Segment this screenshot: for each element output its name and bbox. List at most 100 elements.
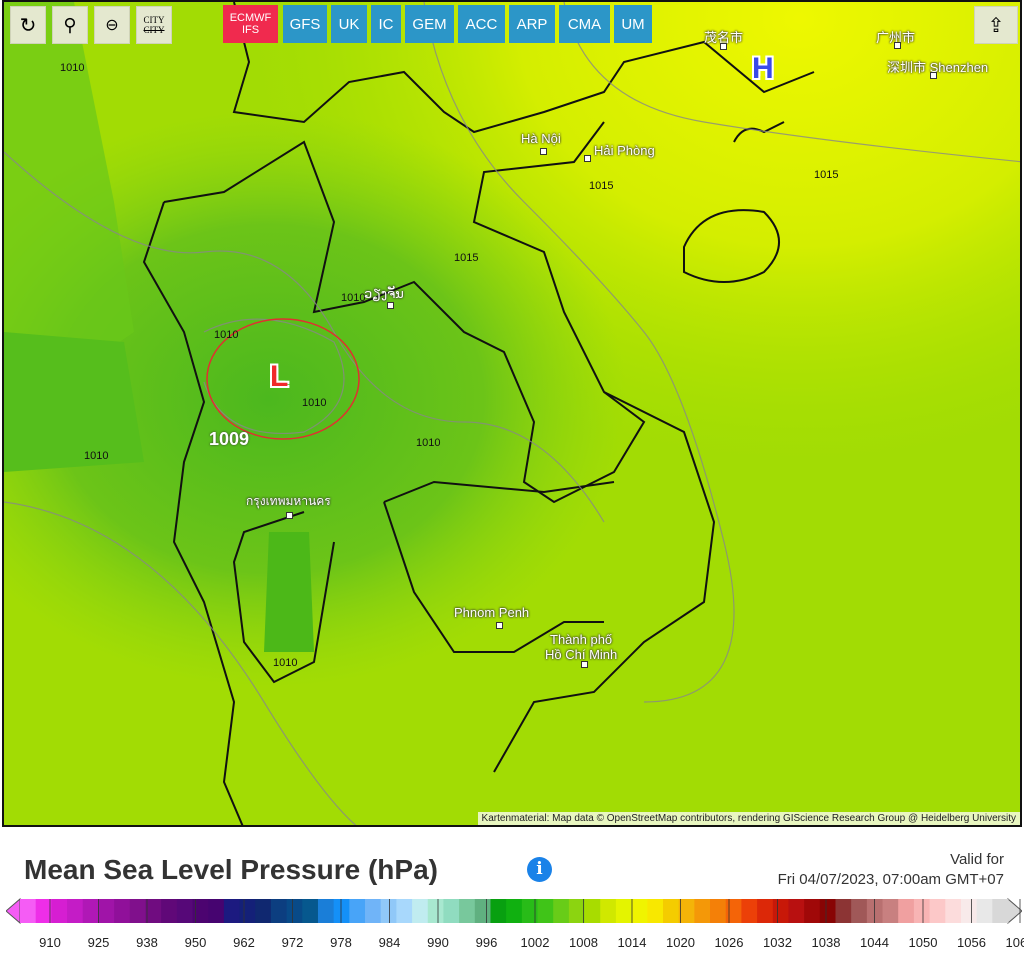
scale-swatch xyxy=(349,899,366,923)
scale-swatch xyxy=(365,899,382,923)
isobar-label: 1010 xyxy=(416,437,441,449)
model-tab-um[interactable]: UM xyxy=(614,5,652,43)
model-tab-cma[interactable]: CMA xyxy=(559,5,610,43)
scale-swatch xyxy=(929,899,946,923)
scale-swatch xyxy=(317,899,335,923)
location-button[interactable]: ⚲ xyxy=(52,6,88,44)
location-pin-icon: ⚲ xyxy=(63,14,77,35)
color-scale-bar xyxy=(6,897,1022,925)
scale-swatch xyxy=(459,899,476,923)
scale-swatch xyxy=(788,899,805,923)
map-attribution: Kartenmaterial: Map data © OpenStreetMap… xyxy=(477,812,1020,825)
scale-tick-label: 996 xyxy=(475,935,498,950)
scale-tick-label: 1008 xyxy=(569,935,598,950)
pressure-map[interactable]: ↻ ⚲ ⊖ CITY CITY ECMWF IFS GFS UK IC GEM ACC ARP… xyxy=(2,0,1022,827)
scale-swatch xyxy=(223,899,241,923)
scale-swatch xyxy=(333,899,350,923)
model-tab-arp[interactable]: ARP xyxy=(509,5,555,43)
scale-swatch xyxy=(255,899,272,923)
scale-tick-label: 1002 xyxy=(520,935,550,950)
isobar-label: 1010 xyxy=(84,450,109,462)
scale-swatch xyxy=(851,899,868,923)
scale-swatch xyxy=(192,899,209,923)
city-label: Thành phố xyxy=(550,632,613,647)
city-label: Hồ Chí Minh xyxy=(545,647,618,662)
scale-swatch xyxy=(631,899,648,923)
scale-swatch xyxy=(521,899,539,923)
low-pressure-marker: L xyxy=(270,360,289,393)
city-toggle-button[interactable]: CITY CITY xyxy=(136,6,172,44)
scale-swatch xyxy=(239,899,256,923)
share-icon: ⇪ xyxy=(987,14,1005,37)
scale-swatch xyxy=(741,899,758,923)
scale-tick-label: 1044 xyxy=(860,935,889,950)
scale-swatch xyxy=(835,899,852,923)
scale-tick-label: 990 xyxy=(427,935,449,950)
model-tab-gem[interactable]: GEM xyxy=(405,5,454,43)
zoom-out-button[interactable]: ⊖ xyxy=(94,6,130,44)
scale-swatch xyxy=(302,899,319,923)
scale-tick-label: 962 xyxy=(233,935,255,950)
scale-swatch xyxy=(710,899,727,923)
share-button[interactable]: ⇪ xyxy=(974,6,1018,44)
scale-swatch xyxy=(662,899,680,923)
info-icon[interactable]: i xyxy=(527,857,552,882)
model-tab-gfs[interactable]: GFS xyxy=(283,5,327,43)
refresh-button[interactable]: ↻ xyxy=(10,6,46,44)
scale-tick-label: 1026 xyxy=(714,935,744,950)
isobar-label: 1015 xyxy=(589,180,614,192)
map-canvas xyxy=(4,2,1020,825)
scale-tick-label: 972 xyxy=(281,935,304,950)
city-label: Hà Nội xyxy=(521,131,561,146)
valid-time: Valid for Fri 04/07/2023, 07:00am GMT+07 xyxy=(777,851,1004,888)
zoom-out-icon: ⊖ xyxy=(105,17,119,34)
scale-tick-label: 1062 xyxy=(1005,935,1024,950)
model-tab-ecmwf-ifs[interactable]: ECMWF IFS xyxy=(223,5,278,43)
scale-swatch xyxy=(208,899,225,923)
scale-tick-label: 950 xyxy=(184,935,207,950)
scale-swatch xyxy=(20,899,37,923)
isobar-label: 1010 xyxy=(302,397,327,409)
scale-swatch xyxy=(145,899,162,923)
model-tab-acc[interactable]: ACC xyxy=(458,5,505,43)
scale-swatch xyxy=(98,899,115,923)
scale-swatch xyxy=(35,899,52,923)
scale-tick-label: 938 xyxy=(136,935,158,950)
city-label: 茂名市 xyxy=(704,30,744,45)
scale-swatch xyxy=(584,899,601,923)
isobar-label: 1015 xyxy=(454,252,479,264)
scale-swatch xyxy=(490,899,507,923)
scale-swatch xyxy=(474,899,491,923)
scale-swatch xyxy=(757,899,774,923)
scale-swatch xyxy=(176,899,194,923)
scale-swatch xyxy=(82,899,99,923)
scale-swatch xyxy=(443,899,460,923)
scale-swatch xyxy=(380,899,397,923)
model-tab-uk[interactable]: UK xyxy=(331,5,367,43)
scale-swatch xyxy=(270,899,288,923)
scale-tick-label: 1020 xyxy=(666,935,695,950)
legend-title: Mean Sea Level Pressure (hPa) xyxy=(24,854,438,885)
city-label: ວຽງຈັນ xyxy=(364,286,404,301)
scale-swatch xyxy=(286,899,303,923)
city-label: 深圳市 Shenzhen xyxy=(887,60,989,75)
scale-swatch xyxy=(568,899,586,923)
isobar-label: 1010 xyxy=(60,62,85,74)
scale-swatch xyxy=(647,899,664,923)
city-toggle-icon: CITY xyxy=(143,15,165,25)
scale-swatch xyxy=(396,899,413,923)
isobar-label-min: 1009 xyxy=(209,429,250,449)
scale-swatch xyxy=(725,899,742,923)
scale-tick-label: 1032 xyxy=(763,935,792,950)
scale-min-arrow xyxy=(6,897,21,925)
scale-swatch xyxy=(615,899,633,923)
model-tab-ic[interactable]: IC xyxy=(371,5,401,43)
scale-swatch xyxy=(553,899,570,923)
scale-swatch xyxy=(600,899,617,923)
scale-tick-label: 984 xyxy=(378,935,401,950)
isobar-label: 1010 xyxy=(214,329,239,341)
scale-tick-label: 1014 xyxy=(617,935,647,950)
isobar-label: 1010 xyxy=(341,292,366,304)
isobar-label: 1015 xyxy=(814,169,839,181)
city-label: กรุงเทพมหานคร xyxy=(246,494,331,508)
